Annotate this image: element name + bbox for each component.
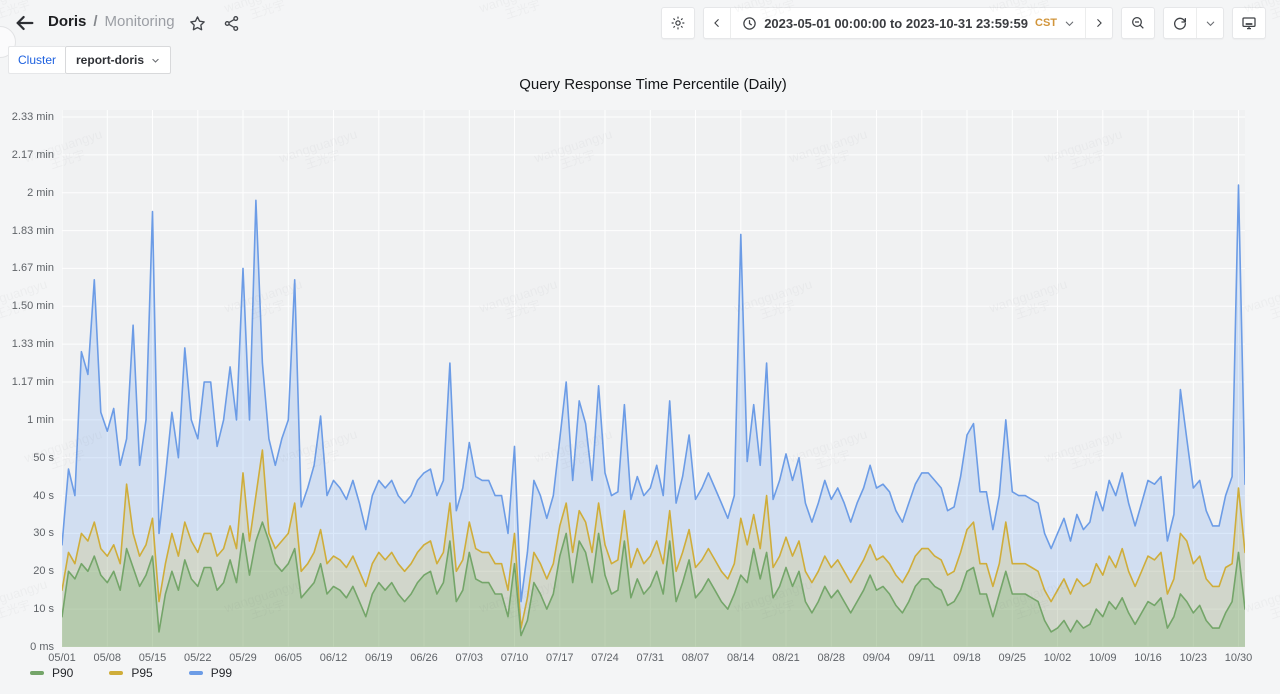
legend-item-p95[interactable]: P95 [109,666,153,680]
x-axis-label: 07/24 [591,652,619,664]
breadcrumb-separator: / [93,13,98,30]
time-range-controls: 2023-05-01 00:00:00 to 2023-10-31 23:59:… [703,7,1113,39]
kiosk-mode-button[interactable] [1232,7,1266,39]
time-range-text: 2023-05-01 00:00:00 to 2023-10-31 23:59:… [764,15,1028,31]
refresh-icon [1169,12,1191,34]
y-axis-label: 10 s [33,603,54,616]
y-axis-label: 50 s [33,451,54,464]
x-axis-label: 07/03 [455,652,484,664]
monitor-icon [1238,12,1260,34]
template-variables-row: Cluster report-doris [8,46,172,74]
chart-legend: P90 P95 P99 [30,666,268,680]
zoom-out-button[interactable] [1121,7,1155,39]
watermark: wangguangyu王光宇 [1242,576,1280,630]
share-icon[interactable] [220,12,242,34]
x-axis-label: 08/14 [727,652,755,664]
x-axis-label: 10/23 [1179,652,1208,664]
y-axis-label: 40 s [33,489,54,502]
refresh-controls [1163,7,1224,39]
chevron-down-icon [1205,18,1216,29]
zoom-out-icon [1127,12,1149,34]
x-axis-label: 09/04 [862,652,891,664]
back-button[interactable] [14,12,38,36]
x-axis-label: 10/09 [1089,652,1117,664]
y-axis-label: 1 min [27,413,54,426]
y-axis-label: 1.83 min [11,224,54,237]
y-axis-label: 0 ms [30,641,54,653]
legend-item-p99[interactable]: P99 [188,666,233,680]
x-axis-label: 07/10 [500,652,529,664]
x-axis-label: 05/08 [93,652,122,664]
x-axis-label: 05/29 [229,652,257,664]
x-axis-label: 08/28 [817,652,846,664]
time-shift-forward-button[interactable] [1085,8,1112,38]
y-axis-label: 2.33 min [11,111,54,123]
legend-label: P99 [210,666,233,680]
x-axis-label: 08/21 [772,652,800,664]
x-axis-label: 07/31 [636,652,665,664]
x-axis-label: 06/19 [364,652,393,664]
gear-icon [667,12,689,34]
x-axis-label: 09/25 [998,652,1027,664]
clock-icon [741,15,757,31]
legend-item-p90[interactable]: P90 [30,666,73,680]
x-axis-label: 08/07 [681,652,710,664]
x-axis-label: 09/18 [953,652,981,664]
panel-title: Query Response Time Percentile (Daily) [519,76,787,93]
top-bar: Doris / Monitoring 2023-05-01 00:00:00 t [0,0,1280,58]
x-axis-label: 05/22 [183,652,212,664]
time-shift-back-button[interactable] [704,8,730,38]
x-axis-label: 05/01 [48,652,76,664]
cluster-variable-value: report-doris [76,53,145,67]
dashboard-toolbar: 2023-05-01 00:00:00 to 2023-10-31 23:59:… [661,7,1266,39]
breadcrumb-folder[interactable]: Doris [48,13,87,30]
x-axis-label: 10/16 [1134,652,1162,664]
chevron-down-icon [151,56,160,65]
dashboard-settings-button[interactable] [661,7,696,39]
time-series-chart[interactable] [62,110,1245,647]
y-axis-label: 30 s [33,527,54,540]
x-axis-label: 09/11 [908,652,936,664]
x-axis-label: 07/17 [545,652,574,664]
p99-series-swatch [188,671,203,675]
cluster-variable-label: Cluster [8,46,66,74]
y-axis-label: 1.67 min [11,262,54,275]
x-axis-label: 05/15 [138,652,167,664]
cluster-variable-dropdown[interactable]: report-doris [65,46,172,74]
x-axis-label: 10/30 [1224,652,1253,664]
chevron-down-icon [1064,18,1075,29]
y-axis-label: 2.17 min [11,148,54,161]
refresh-button[interactable] [1164,8,1196,38]
x-axis-label: 10/02 [1043,652,1072,664]
legend-label: P95 [131,666,153,680]
x-axis-label: 06/05 [274,652,303,664]
x-axis-label: 06/26 [410,652,438,664]
p90-series-swatch [30,671,44,675]
arrow-left-icon [14,12,36,34]
p95-series-swatch [109,671,124,675]
y-axis-label: 1.17 min [11,376,54,388]
y-axis-label: 20 s [33,565,54,578]
legend-label: P90 [52,666,74,680]
timezone-label: CST [1035,17,1057,29]
y-axis-label: 2 min [27,186,54,199]
breadcrumb-dashboard[interactable]: Monitoring [104,13,175,30]
x-axis-label: 06/12 [319,652,348,664]
refresh-interval-dropdown[interactable] [1196,8,1223,38]
time-range-picker-button[interactable]: 2023-05-01 00:00:00 to 2023-10-31 23:59:… [730,8,1085,38]
star-icon[interactable] [186,12,208,34]
breadcrumb: Doris / Monitoring [48,13,175,30]
watermark: wangguangyu王光宇 [1242,276,1280,330]
y-axis-label: 1.33 min [11,338,54,351]
y-axis-label: 1.50 min [11,300,54,313]
